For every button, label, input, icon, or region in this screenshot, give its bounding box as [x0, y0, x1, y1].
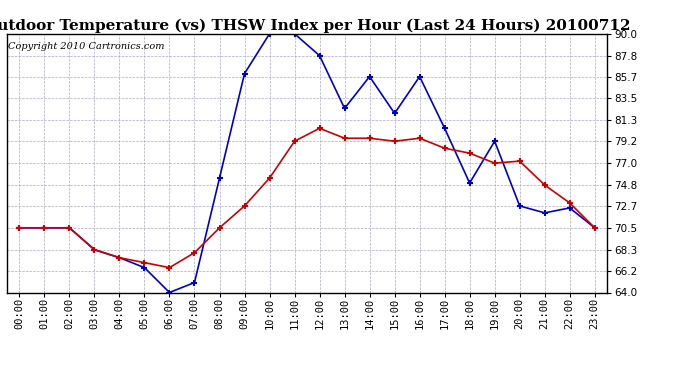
Text: Copyright 2010 Cartronics.com: Copyright 2010 Cartronics.com [8, 42, 165, 51]
Title: Outdoor Temperature (vs) THSW Index per Hour (Last 24 Hours) 20100712: Outdoor Temperature (vs) THSW Index per … [0, 18, 630, 33]
